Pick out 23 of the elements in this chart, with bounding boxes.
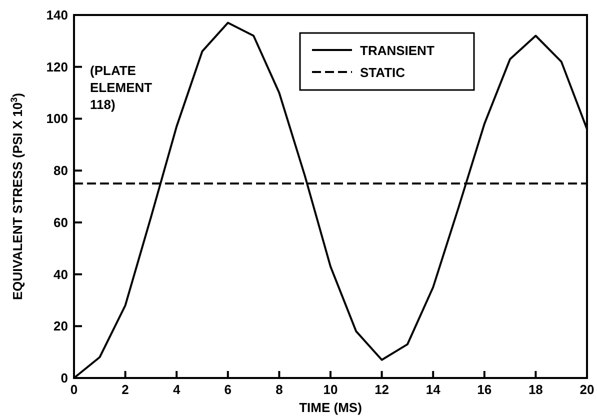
- x-tick-label: 2: [122, 382, 129, 397]
- annotation: (PLATE ELEMENT 118): [90, 63, 152, 112]
- x-tick-label: 20: [580, 382, 594, 397]
- y-tick-label: 40: [54, 266, 68, 282]
- y-tick-label: 20: [54, 318, 68, 334]
- y-tick-label: 100: [46, 111, 68, 126]
- x-axis-title: TIME (MS): [299, 400, 362, 415]
- x-tick-label: 4: [172, 382, 181, 397]
- y-tick-label: 120: [46, 59, 68, 74]
- y-tick-label: 80: [54, 163, 68, 178]
- legend-label: TRANSIENT: [360, 43, 434, 58]
- y-tick-label: 140: [46, 8, 68, 22]
- x-tick-label: 18: [528, 382, 543, 397]
- legend-label: STATIC: [360, 65, 406, 80]
- x-tick-label: 12: [374, 382, 390, 397]
- x-tick-label: 14: [426, 382, 442, 397]
- x-tick-label: 6: [224, 382, 232, 397]
- x-tick-label: 16: [477, 382, 492, 397]
- y-tick-label: 60: [54, 214, 68, 230]
- x-tick-label: 10: [323, 382, 338, 397]
- x-tick-label: 0: [70, 382, 78, 397]
- y-tick-label: 0: [60, 370, 68, 386]
- x-tick-label: 8: [276, 382, 283, 397]
